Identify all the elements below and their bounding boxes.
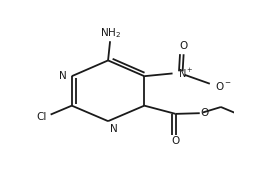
Text: O: O bbox=[179, 41, 188, 51]
Text: N: N bbox=[110, 124, 118, 134]
Text: O: O bbox=[171, 137, 180, 146]
Text: NH$_2$: NH$_2$ bbox=[100, 26, 121, 40]
Text: N: N bbox=[59, 71, 67, 81]
Text: O$^-$: O$^-$ bbox=[215, 80, 232, 92]
Text: O: O bbox=[201, 108, 209, 117]
Text: N$^+$: N$^+$ bbox=[178, 67, 193, 80]
Text: Cl: Cl bbox=[36, 112, 47, 122]
